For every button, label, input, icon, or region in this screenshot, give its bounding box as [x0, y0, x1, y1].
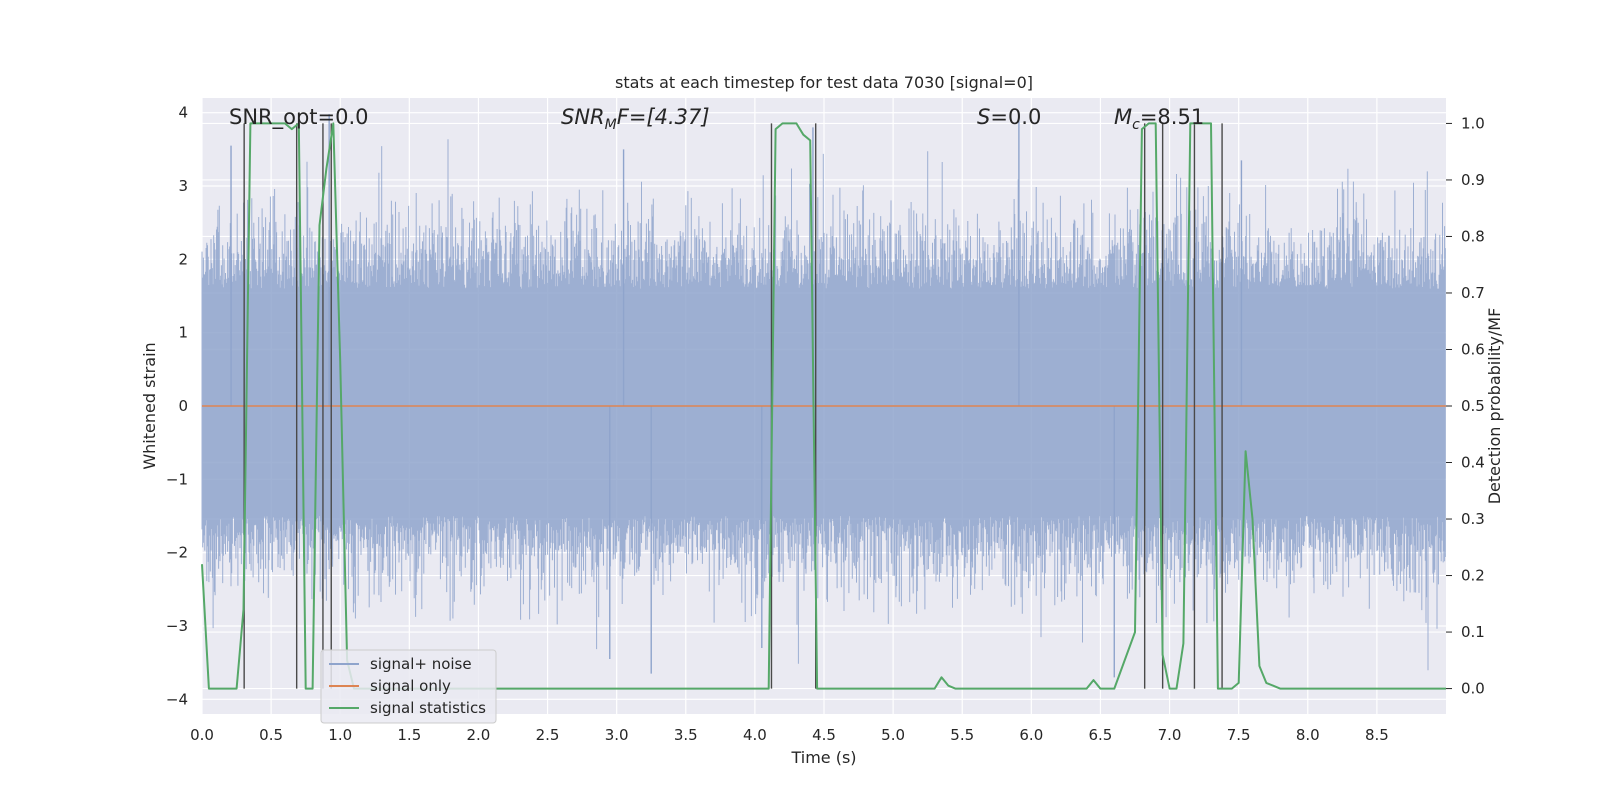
annotation-mc-value: =8.51	[1140, 105, 1204, 129]
y-left-tick-label: −3	[166, 617, 188, 635]
signal-statistics-line	[201, 122, 1446, 690]
y-right-tick-label: 0.8	[1461, 227, 1485, 245]
x-tick-label: 8.5	[1365, 726, 1389, 744]
annotation-mc-sub: c	[1132, 117, 1140, 133]
x-tick-label: 7.5	[1227, 726, 1251, 744]
y-right-tick-label: 0.4	[1461, 454, 1485, 472]
y-axis-label-left: Whitened strain	[140, 342, 159, 469]
x-tick-label: 1.0	[328, 726, 352, 744]
annotation-s-value: =0.0	[990, 105, 1041, 129]
x-tick-label: 7.0	[1158, 726, 1182, 744]
annotation-s: S=0.0	[977, 105, 1041, 129]
signal-noise-series	[201, 112, 1446, 678]
x-tick-label: 4.0	[743, 726, 767, 744]
y-right-tick-label: 0.5	[1461, 397, 1485, 415]
legend: signal+ noise signal only signal statist…	[320, 649, 497, 724]
legend-label-signal-noise: signal+ noise	[370, 655, 472, 673]
annotation-snr-mf-value: F=[4.37]	[617, 105, 710, 129]
x-tick-label: 3.5	[674, 726, 698, 744]
x-tick-label: 8.0	[1296, 726, 1320, 744]
annotation-s-label: S	[977, 105, 990, 129]
y-right-tick-label: 0.1	[1461, 623, 1485, 641]
x-tick-label: 1.5	[397, 726, 421, 744]
y-right-tick-label: 0.9	[1461, 171, 1485, 189]
tick-labels: 0.0 0.5 1.0 1.5 2.0 2.5 3.0 3.5 4.0 4.5 5.0 5.5 6.0 6…	[166, 104, 1485, 744]
y-right-tick-label: 0.3	[1461, 510, 1485, 528]
y-right-tick-label: 0.0	[1461, 680, 1485, 698]
annotation-snr-opt: SNR_opt=0.0	[229, 105, 369, 130]
legend-box	[320, 649, 497, 724]
y-left-tick-label: 4	[178, 104, 188, 122]
x-tick-label: 2.5	[536, 726, 560, 744]
x-tick-label: 6.5	[1089, 726, 1113, 744]
x-tick-label: 0.0	[190, 726, 214, 744]
y-left-tick-label: 0	[178, 397, 188, 415]
annotation-snr-mf-label: SNR	[561, 105, 605, 129]
y-right-tick-label: 0.2	[1461, 567, 1485, 585]
y-left-tick-label: −4	[166, 690, 188, 708]
y-left-tick-label: 3	[178, 177, 188, 195]
annotation-snr-mf: SNRMF=[4.37]	[561, 105, 710, 133]
annotation-mc-label: M	[1114, 105, 1132, 129]
y-right-tick-label: 0.7	[1461, 284, 1485, 302]
y-right-tick-label: 1.0	[1461, 114, 1485, 132]
x-axis-label: Time (s)	[790, 748, 856, 767]
annotation-snr-mf-sub: M	[605, 117, 617, 133]
y-right-tick-label: 0.6	[1461, 340, 1485, 358]
x-tick-label: 5.5	[950, 726, 974, 744]
x-tick-label: 4.5	[812, 726, 836, 744]
y-left-tick-label: 2	[178, 250, 188, 268]
legend-label-signal-statistics: signal statistics	[370, 699, 486, 717]
signal-statistics-series	[201, 122, 1446, 690]
annotation-mc: Mc=8.51	[1114, 105, 1204, 133]
x-tick-label: 6.0	[1019, 726, 1043, 744]
y-left-tick-label: −2	[166, 544, 188, 562]
chart-title: stats at each timestep for test data 703…	[615, 73, 1033, 92]
y-left-tick-label: −1	[166, 470, 188, 488]
x-tick-label: 0.5	[259, 726, 283, 744]
x-tick-label: 5.0	[881, 726, 905, 744]
x-tick-label: 3.0	[605, 726, 629, 744]
y-axis-label-right: Detection probability/MF	[1485, 308, 1504, 505]
y-left-tick-label: 1	[178, 324, 188, 342]
legend-label-signal-only: signal only	[370, 677, 451, 695]
x-tick-label: 2.0	[467, 726, 491, 744]
